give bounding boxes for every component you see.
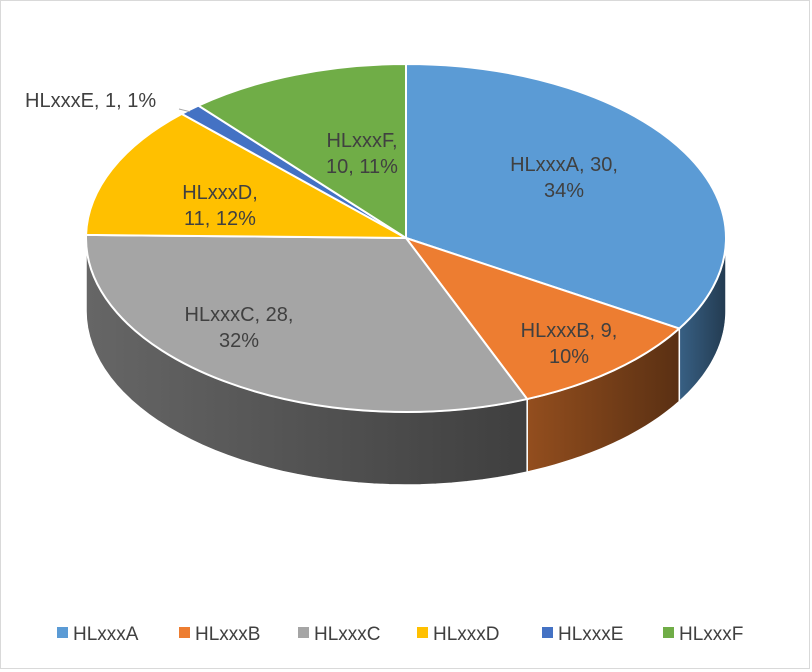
legend-label-hlxxxc: HLxxxC: [314, 624, 381, 645]
legend-item-hlxxxa[interactable]: HLxxxA: [57, 624, 139, 645]
pie-slice-hlxxxa[interactable]: [405, 62, 727, 330]
legend-swatch-hlxxxf: [663, 627, 674, 638]
data-label-line: 10, 11%: [326, 156, 398, 178]
legend-swatch-hlxxxa: [57, 627, 68, 638]
legend-label-hlxxxd: HLxxxD: [433, 624, 500, 645]
legend-item-hlxxxf[interactable]: HLxxxF: [663, 624, 743, 645]
legend-label-hlxxxb: HLxxxB: [195, 624, 260, 645]
legend-item-hlxxxc[interactable]: HLxxxC: [298, 624, 381, 645]
data-label-hlxxxf: HLxxxF, 10, 11%: [326, 130, 398, 178]
legend-swatch-hlxxxb: [179, 627, 190, 638]
legend-swatch-hlxxxc: [298, 627, 309, 638]
data-label-hlxxxa: HLxxxA, 30, 34%: [510, 154, 618, 202]
data-labels: HLxxxA, 30, 34% HLxxxB, 9, 10% HLxxxC, 28, 32…: [25, 90, 618, 368]
legend-item-hlxxxd[interactable]: HLxxxD: [417, 624, 500, 645]
data-label-line: HLxxxA, 30,: [510, 154, 618, 176]
data-label-line: HLxxxE, 1, 1%: [25, 90, 156, 112]
data-label-hlxxxc: HLxxxC, 28, 32%: [185, 304, 294, 352]
pie-slice-hlxxxd[interactable]: [85, 112, 407, 239]
data-label-hlxxxd: HLxxxD, 11, 12%: [182, 182, 258, 230]
data-label-line: HLxxxB, 9,: [521, 320, 618, 342]
legend-label-hlxxxe: HLxxxE: [558, 624, 623, 645]
pie-slice-hlxxxf[interactable]: [196, 62, 407, 240]
legend-label-hlxxxf: HLxxxF: [679, 624, 743, 645]
data-label-hlxxxe: HLxxxE, 1, 1%: [25, 90, 156, 112]
data-label-line: HLxxxC, 28,: [185, 304, 294, 326]
data-label-line: 32%: [219, 330, 259, 352]
pie-top: [85, 62, 727, 413]
legend-item-hlxxxb[interactable]: HLxxxB: [179, 624, 260, 645]
legend-item-hlxxxe[interactable]: HLxxxE: [542, 624, 623, 645]
data-label-line: 10%: [549, 346, 589, 368]
pie-slice-hlxxxc[interactable]: [85, 233, 529, 413]
data-label-line: HLxxxF,: [326, 130, 397, 152]
leader-line-hlxxxe: [178, 108, 191, 113]
data-label-line: HLxxxD,: [182, 182, 258, 204]
legend-swatch-hlxxxd: [417, 627, 428, 638]
pie-slice-hlxxxb[interactable]: [403, 236, 682, 401]
data-label-line: 34%: [544, 180, 584, 202]
legend-label-hlxxxa: HLxxxA: [73, 624, 139, 645]
data-label-line: 11, 12%: [184, 208, 256, 230]
legend-swatch-hlxxxe: [542, 627, 553, 638]
data-label-hlxxxb: HLxxxB, 9, 10%: [521, 320, 618, 368]
legend: HLxxxA HLxxxB HLxxxC HLxxxD HLxxxE HLxxxF: [57, 624, 743, 645]
